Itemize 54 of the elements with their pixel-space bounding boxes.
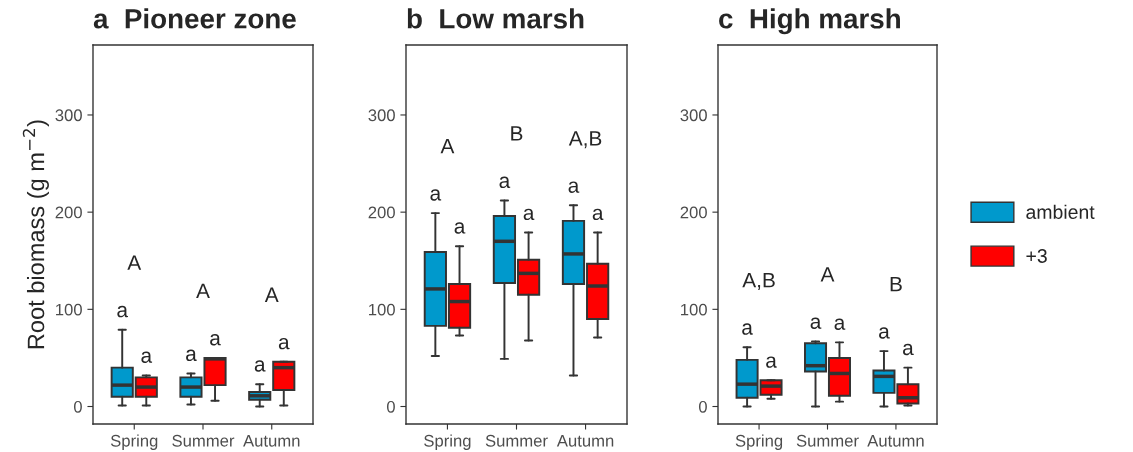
text: a [810, 317, 822, 329]
annotation: A [196, 283, 210, 299]
y-tick-label: 0 [386, 400, 395, 413]
text: a [903, 343, 914, 356]
annotation: A [820, 267, 835, 282]
text: a [568, 181, 580, 193]
text: a [141, 351, 153, 363]
text: a [523, 208, 535, 221]
y-tick-label: 300 [680, 109, 707, 122]
chart-title: c High marsh [719, 8, 900, 35]
legend-label: +3 [1026, 249, 1047, 263]
annotation: A,B [742, 273, 775, 291]
y-axis-title: Root biomass (g m$^{−2}$) [22, 120, 49, 349]
text: a [766, 356, 777, 368]
x-tick-label: Autumn [867, 435, 924, 447]
text: a [117, 305, 129, 318]
annotation: B [511, 126, 523, 141]
y-tick-label: 200 [55, 206, 82, 219]
annotation: B [890, 276, 902, 292]
text: a [430, 189, 442, 201]
x-tick-label: Spring [424, 434, 471, 450]
chart-title: b Low marsh [407, 8, 584, 29]
text: a [210, 334, 221, 346]
y-tick-label: 100 [681, 303, 707, 316]
annotation: A [264, 287, 279, 302]
x-tick-label: Summer [172, 434, 235, 447]
annotation: A,B [568, 131, 602, 149]
y-tick-label: 300 [368, 109, 395, 122]
x-tick-label: Spring [735, 434, 783, 450]
text: a [499, 176, 511, 189]
text: a [186, 349, 197, 362]
x-tick-label: Summer [485, 434, 548, 447]
y-tick-label: 200 [368, 206, 395, 219]
annotation: A [127, 255, 142, 270]
text: a [742, 323, 753, 335]
text: a [454, 222, 466, 234]
text: a [834, 318, 846, 330]
x-tick-label: Spring [110, 434, 158, 450]
text: a [278, 337, 290, 350]
annotation: A [440, 138, 455, 154]
x-tick-label: Summer [796, 434, 859, 447]
chart-title: a Pioneer zone [93, 8, 296, 29]
y-tick-label: 100 [56, 303, 82, 316]
text: a [879, 327, 890, 339]
y-tick-label: 0 [73, 400, 82, 413]
y-tick-label: 300 [55, 109, 82, 122]
y-tick-label: 100 [369, 303, 395, 316]
legend-label: ambient [1026, 204, 1095, 219]
y-tick-label: 200 [680, 206, 707, 219]
text: a [592, 208, 604, 221]
y-tick-label: 0 [698, 400, 707, 413]
x-tick-label: Autumn [556, 435, 614, 447]
text: a [254, 360, 266, 372]
x-tick-label: Autumn [243, 435, 300, 447]
